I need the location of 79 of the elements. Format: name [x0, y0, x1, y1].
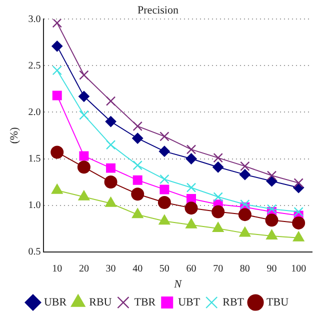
- point: [78, 190, 90, 200]
- legend-label: TBR: [134, 296, 156, 308]
- x-tick-label: 60: [186, 263, 196, 274]
- point: [212, 162, 224, 173]
- point: [186, 218, 197, 228]
- point: [266, 170, 277, 180]
- point: [213, 152, 223, 163]
- y-tick-label: 1.5: [28, 153, 41, 164]
- point: [294, 178, 304, 188]
- point: [186, 153, 197, 164]
- point: [186, 144, 196, 154]
- point: [212, 222, 224, 232]
- x-tick-label: 90: [266, 263, 277, 274]
- point: [50, 146, 64, 159]
- point: [292, 216, 306, 230]
- point: [52, 66, 62, 76]
- point: [265, 214, 278, 227]
- point: [266, 204, 277, 214]
- y-tick-label: 2.5: [28, 60, 41, 72]
- point: [131, 188, 144, 201]
- point: [77, 160, 90, 174]
- point: [52, 19, 62, 28]
- point: [105, 196, 116, 207]
- point: [132, 208, 144, 218]
- chart-title: Precision: [138, 4, 179, 16]
- point: [106, 96, 116, 106]
- point: [52, 90, 62, 100]
- point: [294, 206, 304, 217]
- point: [240, 161, 250, 172]
- point: [239, 226, 251, 237]
- point: [158, 196, 171, 209]
- x-tick-label: 100: [291, 263, 306, 274]
- y-axis-title: (%): [8, 126, 20, 144]
- x-tick-label: 70: [213, 263, 224, 274]
- legend-label: RBU: [89, 296, 112, 308]
- point: [160, 184, 170, 194]
- x-tick-label: 80: [240, 263, 250, 274]
- point: [104, 176, 118, 189]
- legend-label: RBT: [222, 296, 244, 308]
- y-tick-label: 0.5: [28, 246, 41, 258]
- point: [132, 175, 142, 185]
- legend-label: UBT: [178, 296, 200, 308]
- point: [292, 231, 304, 242]
- point: [158, 146, 170, 157]
- point: [160, 132, 170, 142]
- point: [158, 214, 170, 225]
- point: [78, 90, 90, 102]
- point: [79, 110, 89, 120]
- x-tick-label: 20: [78, 263, 89, 274]
- point: [212, 205, 225, 218]
- y-tick-label: 2.0: [28, 106, 41, 118]
- point: [79, 151, 89, 161]
- x-tick-label: 10: [52, 263, 62, 274]
- point: [213, 192, 223, 202]
- point: [238, 208, 252, 222]
- y-tick-label: 3.0: [28, 14, 41, 25]
- point: [79, 70, 89, 80]
- point: [160, 174, 170, 184]
- point: [184, 202, 198, 215]
- point: [240, 200, 250, 210]
- x-tick-label: 40: [132, 263, 143, 274]
- point: [51, 184, 63, 194]
- point: [266, 176, 278, 187]
- x-tick-label: 30: [106, 263, 116, 274]
- point: [186, 182, 196, 192]
- point: [106, 140, 116, 150]
- point: [266, 229, 278, 240]
- x-tick-label: 50: [159, 263, 170, 274]
- point: [132, 121, 142, 132]
- point: [105, 116, 116, 128]
- x-axis-title: N: [173, 278, 182, 290]
- point: [239, 169, 250, 180]
- y-tick-label: 1.0: [28, 200, 41, 211]
- legend-label: TBU: [266, 296, 289, 308]
- point: [132, 132, 144, 144]
- point: [106, 163, 116, 173]
- legend-label: UBR: [44, 296, 68, 308]
- point: [132, 160, 142, 170]
- point: [52, 40, 63, 52]
